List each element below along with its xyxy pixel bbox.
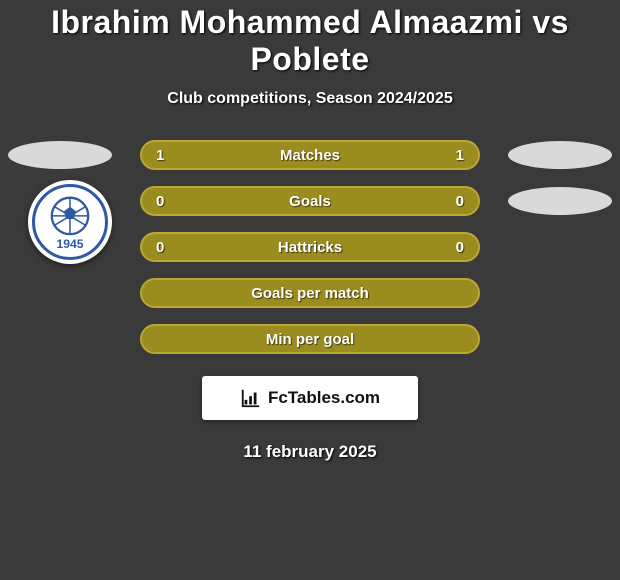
snapshot-date: 11 february 2025 [0,442,620,462]
stat-row: Min per goal [0,324,620,354]
page-title: Ibrahim Mohammed Almaazmi vs Poblete [0,4,620,78]
stat-bar-goals: 0 Goals 0 [140,186,480,216]
chart-icon [240,387,262,409]
brand-logo[interactable]: FcTables.com [202,376,418,420]
stat-bar-matches: 1 Matches 1 [140,140,480,170]
stat-label: Matches [280,147,340,164]
season-subtitle: Club competitions, Season 2024/2025 [0,90,620,108]
stat-row: Goals per match [0,278,620,308]
stat-right-value: 0 [456,239,464,256]
stat-right-value: 1 [456,147,464,164]
stat-bar-goals-per-match: Goals per match [140,278,480,308]
stat-bar-hattricks: 0 Hattricks 0 [140,232,480,262]
stat-label: Goals per match [251,285,369,302]
comparison-card: Ibrahim Mohammed Almaazmi vs Poblete Clu… [0,0,620,462]
stat-bar-min-per-goal: Min per goal [140,324,480,354]
stat-row: 1 Matches 1 [0,140,620,170]
stat-row: 0 Hattricks 0 [0,232,620,262]
stat-label: Hattricks [278,239,342,256]
player-oval-right [508,187,612,215]
brand-text: FcTables.com [268,388,380,408]
stat-left-value: 1 [156,147,164,164]
stat-left-value: 0 [156,193,164,210]
stat-left-value: 0 [156,239,164,256]
stat-label: Min per goal [266,331,354,348]
player-oval-right [508,141,612,169]
stat-right-value: 0 [456,193,464,210]
stat-label: Goals [289,193,331,210]
stat-row: 1945 0 Goals 0 [0,186,620,216]
player-oval-left [8,141,112,169]
stat-rows: 1 Matches 1 1945 0 Goals 0 [0,140,620,354]
